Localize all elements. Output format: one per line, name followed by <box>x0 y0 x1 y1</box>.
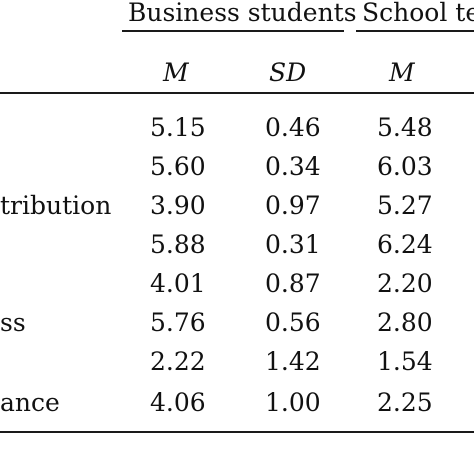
cell-business-sd: 0.87 <box>265 269 321 298</box>
cell-business-sd: 0.46 <box>265 113 321 142</box>
cell-school-mean: 2.20 <box>377 269 433 298</box>
cell-business-mean: 5.76 <box>150 308 206 337</box>
subheader-mean-business: M <box>163 58 189 87</box>
cell-school-mean: 1.54 <box>377 347 433 376</box>
cell-school-mean: 6.03 <box>377 152 433 181</box>
group-header-rule-school <box>356 30 474 32</box>
cell-school-mean: 2.25 <box>377 388 433 417</box>
cell-business-sd: 0.97 <box>265 191 321 220</box>
row-label: ance <box>0 388 60 417</box>
group-header-business-students: Business students <box>128 0 357 27</box>
cell-business-mean: 5.15 <box>150 113 206 142</box>
subheader-mean-school: M <box>389 58 415 87</box>
cell-business-sd: 0.31 <box>265 230 321 259</box>
group-header-rule-business <box>122 30 344 32</box>
cell-business-mean: 3.90 <box>150 191 206 220</box>
cell-business-mean: 5.60 <box>150 152 206 181</box>
cell-school-mean: 5.27 <box>377 191 433 220</box>
cell-business-mean: 4.01 <box>150 269 206 298</box>
cell-business-sd: 1.42 <box>265 347 321 376</box>
cell-business-sd: 0.56 <box>265 308 321 337</box>
table-bottom-rule <box>0 431 474 433</box>
cell-business-mean: 5.88 <box>150 230 206 259</box>
row-label: tribution <box>0 191 112 220</box>
cell-school-mean: 2.80 <box>377 308 433 337</box>
cell-business-mean: 4.06 <box>150 388 206 417</box>
cell-business-sd: 0.34 <box>265 152 321 181</box>
cell-school-mean: 5.48 <box>377 113 433 142</box>
group-header-school-teachers: School te <box>362 0 474 27</box>
header-bottom-rule <box>0 92 474 94</box>
cell-school-mean: 6.24 <box>377 230 433 259</box>
subheader-sd-business: SD <box>269 58 307 87</box>
cell-business-mean: 2.22 <box>150 347 206 376</box>
row-label: ss <box>0 308 26 337</box>
cell-business-sd: 1.00 <box>265 388 321 417</box>
